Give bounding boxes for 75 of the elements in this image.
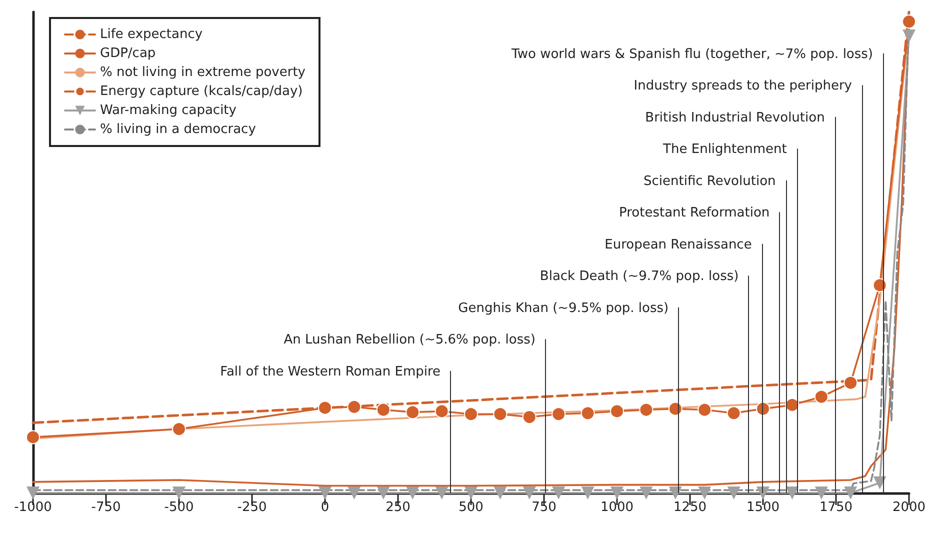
legend-label: War-making capacity: [100, 103, 237, 118]
legend-label: Life expectancy: [100, 27, 203, 42]
point: [726, 406, 741, 420]
legend-label: Energy capture (kcals/cap/day): [100, 84, 303, 99]
point: [347, 400, 362, 414]
point: [26, 430, 40, 444]
point: [580, 406, 595, 420]
point: [902, 14, 916, 29]
point: [522, 410, 536, 424]
legend-label: GDP/cap: [100, 46, 156, 61]
point: [552, 486, 566, 500]
point: [581, 486, 594, 500]
point: [522, 486, 536, 500]
point: [844, 376, 858, 390]
point: [814, 486, 828, 500]
point: [26, 486, 40, 500]
ref-line-label: Genghis Khan (~9.5% pop. loss): [458, 300, 669, 316]
point: [348, 486, 361, 500]
point: [376, 486, 390, 500]
x-tick-label: 0: [320, 500, 330, 515]
point: [698, 402, 712, 417]
point: [727, 486, 740, 500]
x-tick-label: 1750: [819, 500, 853, 515]
point: [872, 278, 887, 292]
point: [318, 486, 332, 500]
point: [786, 486, 799, 500]
point: [668, 402, 682, 416]
ref-line-label: Black Death (~9.7% pop. loss): [540, 269, 739, 284]
point: [610, 486, 624, 500]
point: [814, 390, 828, 404]
point: [172, 486, 186, 500]
x-tick-label: 1500: [746, 500, 780, 515]
x-tick-label: 1000: [600, 500, 634, 515]
ref-line-label: The Enlightenment: [662, 142, 787, 158]
ref-line-label: Protestant Reformation: [618, 206, 770, 221]
point: [639, 402, 654, 417]
x-tick-label: -500: [164, 500, 194, 515]
point: [494, 486, 507, 500]
point: [610, 404, 624, 418]
point: [552, 407, 566, 422]
x-tick-label: 250: [386, 500, 410, 515]
x-tick-label: -250: [237, 500, 267, 515]
ref-line-label: European Renaissance: [604, 237, 752, 252]
ref-line-label: Fall of the Western Roman Empire: [220, 364, 441, 380]
point: [698, 486, 712, 500]
point: [640, 486, 653, 500]
x-tick-label: -750: [91, 500, 121, 515]
point: [873, 476, 886, 490]
x-tick-label: -1000: [14, 500, 52, 515]
ref-line-label: Scientific Revolution: [643, 174, 776, 189]
point: [434, 404, 449, 418]
point: [464, 486, 478, 500]
point: [902, 30, 916, 43]
point: [756, 402, 770, 416]
point: [376, 402, 390, 417]
point: [318, 400, 332, 415]
point: [406, 486, 420, 500]
ref-line-label: British Industrial Revolution: [645, 110, 825, 126]
point: [172, 422, 186, 436]
legend-label: % living in a democracy: [100, 122, 256, 137]
point: [493, 407, 508, 422]
x-tick-label: 2000: [892, 500, 926, 515]
point: [435, 486, 448, 500]
point: [756, 486, 770, 500]
ref-line-label: Industry spreads to the periphery: [634, 78, 852, 94]
x-tick-label: 500: [458, 500, 484, 515]
point: [668, 486, 682, 500]
x-tick-label: 750: [532, 500, 556, 515]
point: [464, 407, 478, 422]
legend-label: % not living in extreme poverty: [100, 65, 306, 80]
x-tick-label: 1250: [673, 500, 707, 515]
point: [844, 486, 858, 500]
point: [406, 405, 420, 420]
ref-line-label: Two world wars & Spanish flu (together, ~7% pop. loss): [510, 46, 874, 62]
ref-line-label: An Lushan Rebellion (~5.6% pop. loss): [284, 332, 536, 348]
